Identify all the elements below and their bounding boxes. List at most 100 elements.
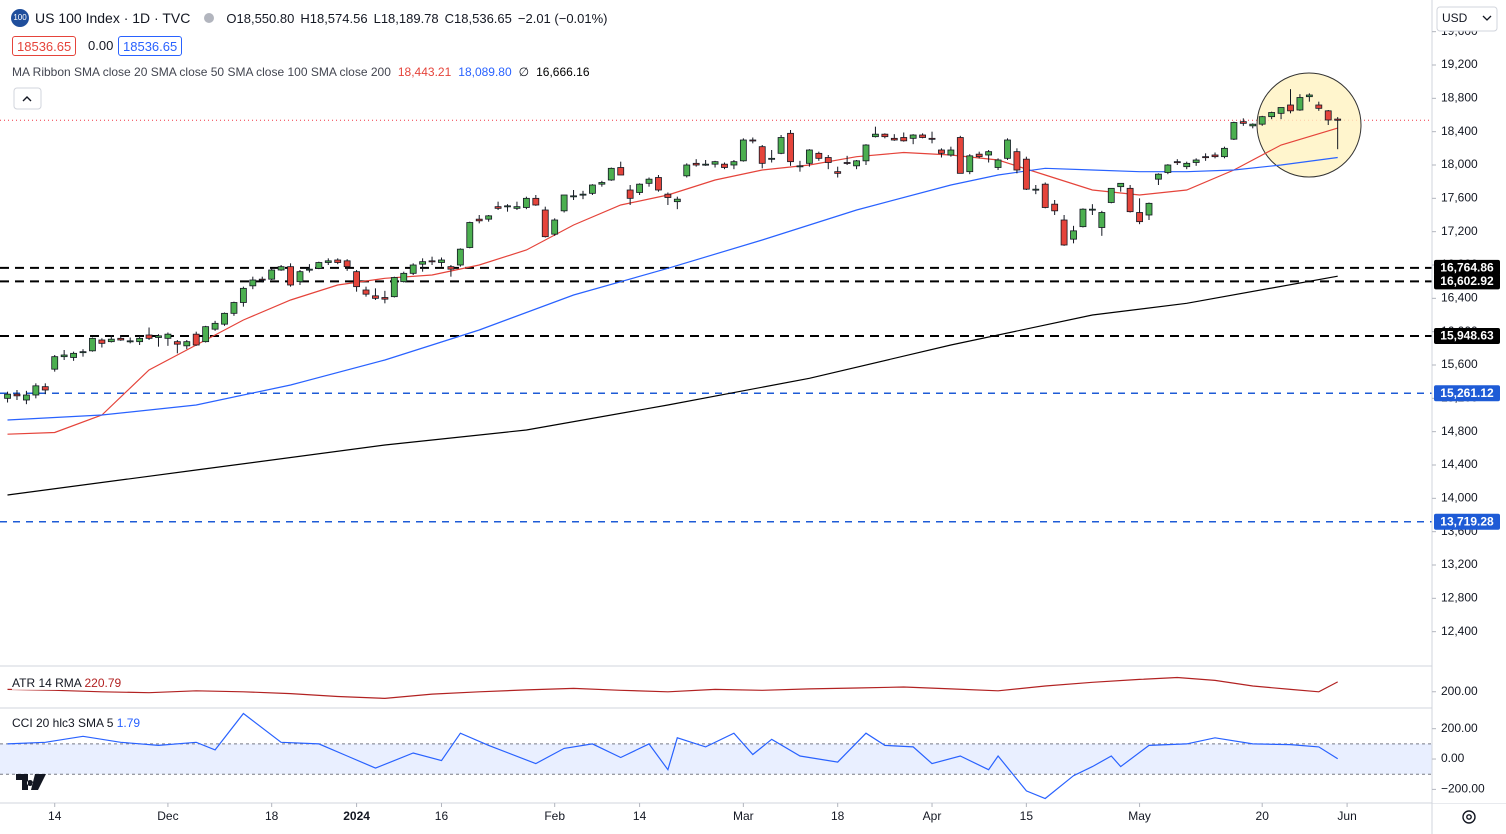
tv-logo xyxy=(16,774,46,790)
candle-body xyxy=(70,352,77,358)
candle-body xyxy=(777,137,785,154)
candle-body xyxy=(390,277,398,298)
candle-body xyxy=(532,197,540,206)
candle-body xyxy=(938,149,945,154)
candle-body xyxy=(183,341,191,347)
x-tick-label: 18 xyxy=(265,809,279,823)
candle-body xyxy=(900,137,908,142)
ohlc-key: O xyxy=(226,10,237,26)
buy-price[interactable]: 18536.65 xyxy=(118,36,183,56)
candles-group xyxy=(4,89,1342,405)
candle-body xyxy=(909,134,917,139)
highlight-circle xyxy=(1256,72,1362,178)
ohlc-item: H18,574.56 xyxy=(300,11,367,26)
candle-body xyxy=(32,385,40,396)
spread: 0.00 xyxy=(88,38,114,53)
candle-body xyxy=(1230,122,1238,140)
y-tick-label: 18,800 xyxy=(1441,91,1478,105)
ma-ribbon-legend: MA Ribbon SMA close 20 SMA close 50 SMA … xyxy=(12,65,590,79)
ohlc-text: 18,536.65 xyxy=(454,10,512,26)
ma-na: ∅ xyxy=(518,65,530,79)
cci-band-group xyxy=(0,743,1432,775)
candle-body xyxy=(1268,112,1276,118)
candle-body xyxy=(287,266,294,286)
cci-label: CCI 20 hlc3 SMA 5 xyxy=(12,716,114,730)
y-tick-label: 18,400 xyxy=(1441,124,1478,138)
candle-body xyxy=(107,338,115,343)
y-tick-label: 13,200 xyxy=(1441,557,1478,571)
candle-body xyxy=(522,197,530,208)
candle-body xyxy=(334,259,342,263)
candle-body xyxy=(1070,230,1077,240)
candle-body xyxy=(211,322,219,330)
candle-body xyxy=(1221,147,1228,158)
candle-body xyxy=(239,287,247,303)
candle-body xyxy=(711,161,719,165)
y-tick-label: 18,000 xyxy=(1441,157,1478,171)
candle-body xyxy=(315,262,323,269)
currency-button[interactable] xyxy=(1436,6,1498,32)
candle-body xyxy=(1183,162,1191,168)
x-tick-label: Feb xyxy=(544,809,565,823)
level-label-bg xyxy=(1434,327,1500,344)
sell-price[interactable]: 18536.65 xyxy=(12,36,77,56)
x-tick-label: May xyxy=(1128,809,1151,823)
candle-body xyxy=(570,195,577,198)
candle-body xyxy=(447,266,455,270)
x-tick-label: 20 xyxy=(1256,809,1270,823)
candle-body xyxy=(98,339,106,344)
candle-body xyxy=(164,333,172,339)
candle-body xyxy=(739,139,747,162)
collapse-button[interactable] xyxy=(13,87,42,110)
y-tick-label: 14,800 xyxy=(1441,424,1478,438)
candle-body xyxy=(117,337,125,341)
candle-body xyxy=(1202,156,1209,159)
candle-body xyxy=(805,149,813,164)
symbol-badge: 100 xyxy=(11,9,29,27)
candle-body xyxy=(438,259,445,263)
level-label: 15,948.63 xyxy=(1440,329,1494,343)
atr-line xyxy=(7,676,1338,700)
candle-body xyxy=(1117,182,1125,188)
settings-ring xyxy=(1462,810,1476,824)
y-tick-label: 19,200 xyxy=(1441,57,1478,71)
candle-body xyxy=(1032,188,1040,191)
atr-legend: ATR 14 RMA 220.79 xyxy=(12,676,122,690)
candle-body xyxy=(607,167,615,181)
candle-body xyxy=(579,193,587,196)
candle-body xyxy=(1126,187,1134,213)
candle-body xyxy=(683,164,691,177)
cci-y-tick-label: 0.00 xyxy=(1441,751,1465,765)
y-tick-label: 17,600 xyxy=(1441,191,1478,205)
candle-body xyxy=(173,341,181,345)
atr-value: 220.79 xyxy=(84,676,122,690)
y-tick-label: 12,400 xyxy=(1441,624,1478,638)
candle-body xyxy=(994,159,1002,168)
y-tick-label: 15,600 xyxy=(1441,357,1478,371)
ohlc-key: C xyxy=(444,10,455,26)
settings-button[interactable] xyxy=(1462,810,1476,824)
atr-label: ATR 14 RMA xyxy=(12,676,82,690)
candle-body xyxy=(758,146,766,164)
candle-body xyxy=(1051,203,1059,212)
y-tick-label: 12,800 xyxy=(1441,591,1478,605)
candle-body xyxy=(919,134,926,138)
candle-body xyxy=(1258,116,1266,125)
x-tick-label: 16 xyxy=(435,809,449,823)
ohlc-change: −2.01 (−0.01%) xyxy=(517,10,608,26)
axis-group: 12,40012,80013,20013,60014,00014,40014,8… xyxy=(48,24,1500,823)
y-tick-label: 17,200 xyxy=(1441,224,1478,238)
candle-body xyxy=(456,248,464,266)
x-tick-label: 15 xyxy=(1020,809,1034,823)
candle-body xyxy=(636,183,643,193)
x-tick-label: Jun xyxy=(1337,809,1356,823)
y-tick-label: 16,400 xyxy=(1441,291,1478,305)
candle-body xyxy=(881,133,889,138)
candle-body xyxy=(862,144,870,162)
candle-body xyxy=(4,393,11,399)
candle-body xyxy=(598,182,606,185)
candle-body xyxy=(1136,212,1143,223)
candle-body xyxy=(277,266,285,271)
ma-line xyxy=(7,156,1338,421)
